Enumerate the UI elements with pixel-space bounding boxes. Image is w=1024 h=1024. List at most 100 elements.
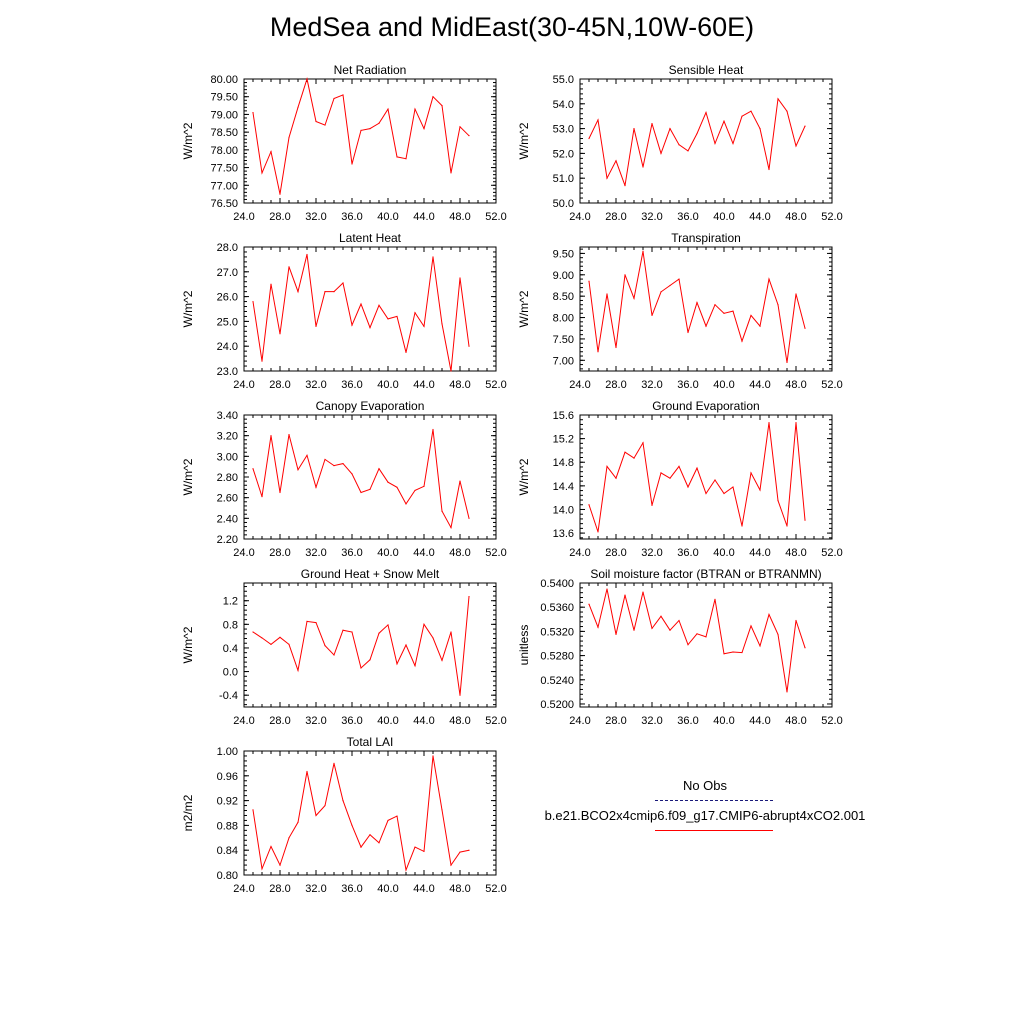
x-tick-label: 40.0	[377, 379, 398, 391]
data-point	[405, 503, 407, 505]
x-tick-label: 24.0	[233, 547, 254, 559]
data-point	[351, 631, 353, 633]
data-point	[252, 631, 254, 633]
chart-panel-4: Canopy Evaporation W/m^2 24.0 28.0 32.0 36.0 4…	[181, 399, 507, 559]
data-point	[270, 435, 272, 437]
y-tick-label: 0.5240	[540, 675, 574, 687]
y-axis-label: W/m^2	[181, 122, 195, 159]
data-point	[360, 491, 362, 494]
x-tick-label: 52.0	[821, 379, 842, 391]
data-point	[777, 633, 779, 636]
plot-frame	[243, 750, 497, 876]
chart-panel-2: Latent Heat W/m^2 24.0 28.0 32.0 36.0 40.0 44.0…	[181, 231, 507, 391]
data-point	[633, 457, 635, 459]
data-point	[369, 834, 371, 836]
y-tick-label: 27.0	[217, 267, 238, 279]
data-point	[324, 291, 326, 293]
data-point	[288, 266, 290, 268]
data-point	[642, 442, 644, 444]
y-tick-label: 54.0	[553, 99, 574, 111]
y-tick-label: 0.92	[217, 796, 238, 808]
data-point	[279, 636, 281, 638]
plot-frame	[243, 414, 497, 540]
data-point	[396, 486, 398, 488]
data-point	[387, 819, 389, 822]
data-point	[624, 451, 626, 453]
data-point	[723, 120, 725, 122]
y-tick-label: 0.5320	[540, 626, 574, 638]
data-point	[288, 643, 290, 646]
data-point	[750, 472, 752, 474]
y-tick-label: 9.50	[553, 248, 574, 260]
data-point	[378, 842, 380, 844]
y-tick-label: 52.0	[553, 148, 574, 160]
series-line-0	[252, 596, 470, 696]
data-point	[297, 469, 299, 471]
data-point	[468, 849, 470, 851]
x-tick-label: 44.0	[749, 379, 770, 391]
plot-frame	[243, 246, 497, 372]
y-tick-label: 78.50	[210, 127, 238, 139]
data-point	[387, 481, 389, 483]
panel-title: Latent Heat	[339, 231, 402, 245]
data-point	[660, 472, 662, 474]
y-tick-label: 13.6	[553, 528, 574, 540]
data-point	[759, 325, 761, 327]
plot-frame	[243, 582, 497, 708]
data-point	[288, 434, 290, 436]
y-tick-label: 2.60	[217, 493, 238, 505]
data-point	[588, 603, 590, 605]
data-point	[432, 256, 434, 258]
data-point	[615, 477, 617, 479]
x-tick-label: 40.0	[377, 547, 398, 559]
data-point	[432, 428, 434, 431]
chart-panel-8: Total LAI m2/m2 24.0 28.0 32.0 36.0 40.0 44.0 48…	[181, 735, 507, 895]
x-tick-label: 36.0	[677, 715, 698, 727]
data-point	[423, 485, 425, 487]
data-point	[606, 293, 608, 295]
series-line-0	[252, 755, 470, 872]
series-line-0	[252, 429, 470, 530]
data-point	[669, 629, 671, 631]
x-tick-label: 36.0	[341, 883, 362, 895]
data-point	[615, 346, 617, 349]
x-tick-label: 32.0	[641, 715, 662, 727]
y-tick-label: 15.2	[553, 434, 574, 446]
x-tick-label: 52.0	[485, 379, 506, 391]
x-tick-label: 52.0	[821, 211, 842, 223]
data-point	[387, 318, 389, 320]
x-tick-label: 28.0	[605, 211, 626, 223]
x-tick-label: 52.0	[485, 883, 506, 895]
y-axis-label: W/m^2	[517, 290, 531, 327]
data-point	[459, 126, 461, 128]
x-tick-label: 52.0	[485, 715, 506, 727]
data-point	[423, 325, 425, 327]
data-point	[387, 108, 389, 110]
data-point	[441, 510, 443, 512]
series-line-0	[588, 588, 806, 692]
x-tick-label: 48.0	[449, 715, 470, 727]
x-tick-label: 36.0	[677, 211, 698, 223]
x-tick-label: 36.0	[341, 379, 362, 391]
data-point	[459, 480, 461, 482]
plot-frame	[579, 414, 833, 540]
data-point	[261, 496, 263, 498]
data-point	[660, 615, 662, 617]
x-tick-label: 32.0	[641, 211, 662, 223]
data-point	[750, 625, 752, 627]
x-tick-label: 40.0	[713, 715, 734, 727]
data-point	[786, 110, 788, 112]
data-point	[441, 659, 443, 661]
data-point	[288, 837, 290, 839]
x-tick-label: 24.0	[569, 547, 590, 559]
x-tick-label: 44.0	[749, 547, 770, 559]
data-point	[651, 627, 653, 629]
data-point	[297, 106, 299, 108]
data-point	[414, 489, 416, 492]
data-point	[606, 177, 608, 179]
data-point	[804, 125, 806, 127]
y-tick-label: 77.00	[210, 180, 238, 192]
y-tick-label: 0.5400	[540, 578, 574, 590]
y-tick-label: 0.8	[223, 619, 238, 631]
